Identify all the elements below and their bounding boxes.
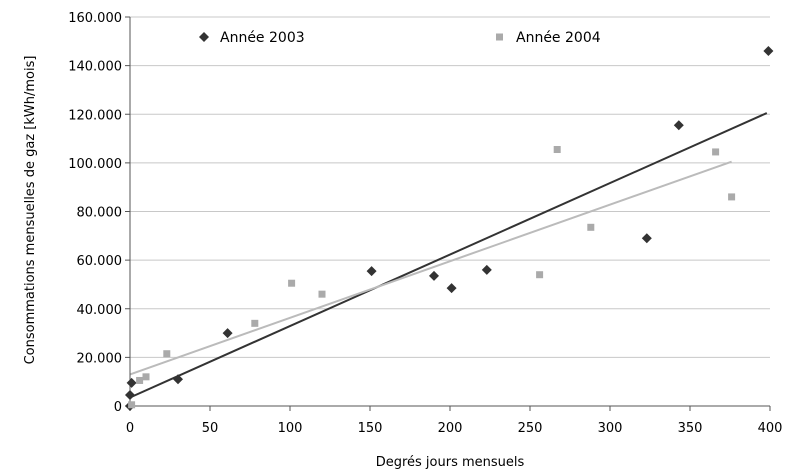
legend-item-2003: Année 2003 xyxy=(199,30,305,46)
point-2004 xyxy=(251,319,259,327)
y-tick-label: 0 xyxy=(114,400,122,415)
point-2003 xyxy=(366,266,377,277)
point-2004 xyxy=(712,148,720,156)
point-2004 xyxy=(163,350,171,358)
x-tick-label: 50 xyxy=(202,421,219,436)
point-2004 xyxy=(288,279,296,287)
trendline-2003 xyxy=(129,112,768,399)
trendline-2004 xyxy=(129,160,732,376)
point-2004 xyxy=(318,290,326,298)
x-tick-label: 400 xyxy=(758,421,783,436)
point-2003 xyxy=(173,374,183,385)
y-tick-label: 20.000 xyxy=(77,351,123,366)
x-tick-label: 0 xyxy=(126,421,134,436)
point-2004 xyxy=(587,223,595,231)
point-2004 xyxy=(553,146,561,154)
y-tick-label: 140.000 xyxy=(68,60,122,75)
point-2004 xyxy=(536,271,544,279)
point-2004 xyxy=(136,376,144,384)
legend-marker-square xyxy=(496,33,503,41)
point-2003 xyxy=(429,270,439,281)
x-tick-label: 300 xyxy=(598,421,623,436)
y-tick-label: 80.000 xyxy=(77,206,123,221)
point-2004 xyxy=(142,373,150,381)
y-axis-label: Consommations mensuelles de gaz [kWh/moi… xyxy=(23,56,38,365)
point-2003 xyxy=(125,390,135,401)
x-tick-label: 250 xyxy=(518,421,543,436)
point-2003 xyxy=(673,120,684,131)
y-tick-label: 160.000 xyxy=(68,11,122,26)
legend: Année 2003 Année 2004 xyxy=(199,30,601,46)
point-2003 xyxy=(481,264,492,275)
trendlines xyxy=(129,112,768,399)
legend-item-2004: Année 2004 xyxy=(496,30,601,46)
y-tick-label: 40.000 xyxy=(77,303,123,318)
point-2003 xyxy=(763,46,774,57)
legend-label-2003: Année 2003 xyxy=(220,30,305,46)
x-tick-label: 100 xyxy=(278,421,303,436)
point-2003 xyxy=(126,377,137,388)
legend-marker-diamond xyxy=(199,32,209,42)
legend-label-2004: Année 2004 xyxy=(516,30,601,46)
x-tick-label: 350 xyxy=(678,421,703,436)
axes xyxy=(125,16,771,411)
point-2004 xyxy=(728,193,736,201)
y-tick-label: 60.000 xyxy=(77,254,123,269)
x-axis-label: Degrés jours mensuels xyxy=(376,455,525,470)
y-tick-label: 100.000 xyxy=(68,157,122,172)
point-2004 xyxy=(128,401,136,409)
x-tick-label: 150 xyxy=(358,421,383,436)
data-points xyxy=(125,46,774,411)
point-2003 xyxy=(222,328,233,339)
point-2003 xyxy=(446,283,457,294)
x-tick-labels: 0 50 100 150 200 250 300 350 400 xyxy=(126,421,783,436)
y-tick-labels: 0 20.000 40.000 60.000 80.000 100.000 120.000 1… xyxy=(68,11,122,415)
x-tick-label: 200 xyxy=(438,421,463,436)
gridlines xyxy=(130,16,770,358)
y-tick-label: 120.000 xyxy=(68,108,122,123)
point-2003 xyxy=(641,233,652,244)
